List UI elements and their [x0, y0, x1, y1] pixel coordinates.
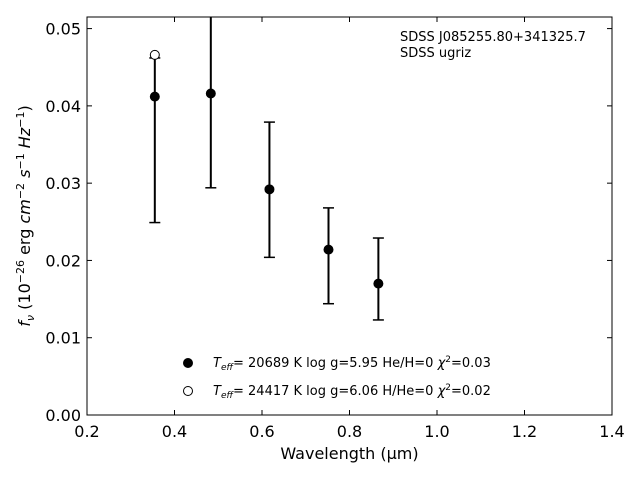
y-tick-label: 0.02: [45, 251, 81, 270]
x-tick-label: 0.2: [74, 422, 99, 441]
x-tick-label: 1.0: [424, 422, 449, 441]
data-point-filled: [149, 91, 160, 102]
x-tick-label: 0.8: [337, 422, 362, 441]
data-point-filled: [264, 184, 275, 195]
x-tick-label: 0.4: [162, 422, 187, 441]
data-point-open: [149, 49, 160, 60]
y-tick-label: 0.03: [45, 174, 81, 193]
legend-label-model-2: Teff= 24417 K log g=6.06 H/He=0 χ2=0.02: [213, 383, 491, 401]
data-point-filled: [205, 88, 216, 99]
y-tick-label: 0.01: [45, 329, 81, 348]
y-tick-label: 0.00: [45, 406, 81, 425]
object-annotation-name: SDSS J085255.80+341325.7: [400, 30, 586, 45]
x-tick-label: 1.4: [599, 422, 624, 441]
x-axis-label: Wavelength (μm): [280, 444, 418, 463]
y-tick-label: 0.05: [45, 20, 81, 39]
plot-frame: [86, 16, 613, 416]
data-point-filled: [323, 244, 334, 255]
y-axis-label: fν (10−26 erg cm−2 s−1 Hz−1): [14, 105, 37, 326]
legend-label-model-1: Teff= 20689 K log g=5.95 He/H=0 χ2=0.03: [213, 355, 491, 373]
legend-marker-filled: [183, 358, 193, 368]
object-annotation-filters: SDSS ugriz: [400, 46, 471, 61]
legend-marker-open: [183, 386, 193, 396]
data-point-filled: [373, 278, 384, 289]
x-tick-label: 0.6: [249, 422, 274, 441]
legend: Teff= 20689 K log g=5.95 He/H=0 χ2=0.03 …: [183, 355, 491, 401]
x-tick-label: 1.2: [512, 422, 537, 441]
y-tick-label: 0.04: [45, 97, 81, 116]
